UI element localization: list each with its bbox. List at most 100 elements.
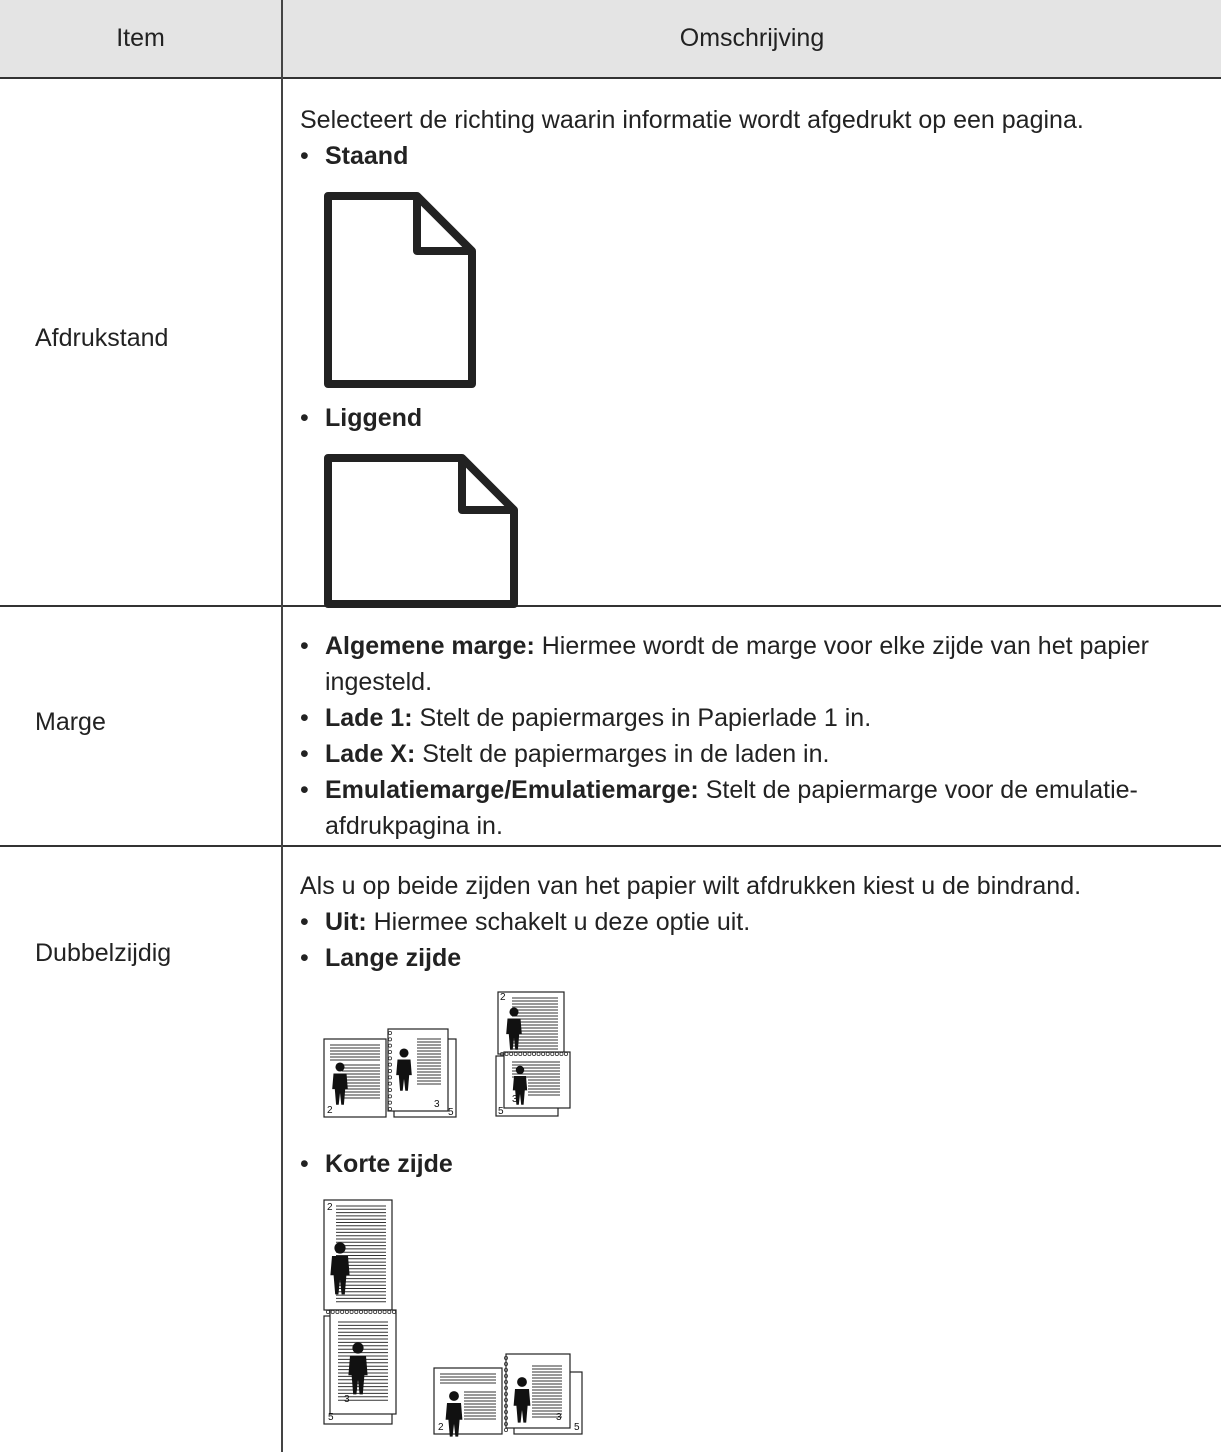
spiral [388,1069,393,1074]
page-number: 5 [574,1422,580,1433]
page-number: 3 [434,1099,440,1110]
spiral [550,1052,555,1057]
spiral [354,1310,359,1315]
bullet-label: Emulatiemarge/Emulatiemarge: [325,776,699,804]
figure-head [352,1342,364,1354]
row-border [0,845,1221,847]
page-number: 2 [438,1422,444,1433]
landscape-icon [324,454,518,608]
spiral [388,1031,393,1036]
spiral [564,1052,569,1057]
spiral [504,1367,509,1372]
bullet-text: Stelt de papiermarge voor de emulatie-af… [325,776,1138,840]
figure-head [399,1048,409,1058]
spiral [522,1052,527,1057]
spiral [504,1398,509,1403]
header-cell: Omschrijving [283,0,1221,77]
row-border [0,77,1221,79]
page-number: 3 [512,1094,518,1105]
figure-body [513,1389,531,1423]
spiral [388,1081,393,1086]
row-border [0,605,1221,607]
spiral [509,1052,514,1057]
item-cell: Marge [35,708,106,736]
figure-head [515,1065,525,1075]
duplex-figure: 2 35 [323,1199,397,1425]
page-number: 2 [500,992,506,1003]
figure-head [335,1062,345,1072]
description-cell: Als u op beide zijden van het papier wil… [300,868,1215,1438]
page-outline [324,192,476,388]
spiral [388,1062,393,1067]
spiral [504,1380,509,1385]
intro-text: Selecteert de richting waarin informatie… [300,106,1084,134]
spiral [368,1310,373,1315]
spiral [392,1310,397,1315]
spiral [344,1310,349,1315]
spiral [504,1410,509,1415]
bullet-text: Stelt de papiermarges in de laden in. [422,740,830,768]
spiral [340,1310,345,1315]
spiral [363,1310,368,1315]
spiral [359,1310,364,1315]
spiral [388,1056,393,1061]
page-number: 3 [556,1412,562,1423]
figure-body [396,1059,412,1091]
spiral [377,1310,382,1315]
page-number: 5 [448,1107,454,1118]
bullet-item: Lange zijde [300,940,1215,976]
bullet-item: Liggend [300,400,1215,436]
spiral [388,1088,393,1093]
page-number: 5 [328,1412,334,1423]
spiral [513,1052,518,1057]
figure-body [445,1403,463,1437]
page-outline [324,454,518,608]
spiral [527,1052,532,1057]
bullet-label: Liggend [325,404,423,432]
figure-head [449,1391,459,1401]
bullet-text: Hiermee schakelt u deze optie uit. [373,908,751,936]
spiral [326,1310,331,1315]
header-cell: Item [0,0,281,77]
spiral [518,1052,523,1057]
spiral [536,1052,541,1057]
bullet-item: Algemene marge: Hiermee wordt de marge v… [300,628,1215,700]
spiral [504,1404,509,1409]
page-number: 2 [327,1202,333,1213]
spiral [388,1075,393,1080]
spiral [388,1043,393,1048]
bullet-label: Lade 1: [325,704,413,732]
spiral [387,1310,392,1315]
bullet-item: Lade 1: Stelt de papiermarges in Papierl… [300,700,1215,736]
page-fold [458,458,514,514]
bullet-item: Uit: Hiermee schakelt u deze optie uit. [300,904,1215,940]
spiral [388,1094,393,1099]
spiral [388,1107,393,1112]
page-number: 3 [344,1394,350,1405]
spiral [504,1416,509,1421]
intro-text: Als u op beide zijden van het papier wil… [300,872,1082,900]
figure-body [330,1256,350,1295]
portrait-icon [324,192,476,388]
spiral [504,1355,509,1360]
item-cell: Dubbelzijdig [35,939,172,967]
spiral [504,1422,509,1427]
figure-body [512,1076,528,1105]
figure-body [332,1073,348,1105]
bullet-label: Algemene marge: [325,632,535,660]
spiral [504,1386,509,1391]
bullet-label: Staand [325,142,409,170]
spiral [532,1052,537,1057]
bullet-label: Uit: [325,908,367,936]
spiral [545,1052,550,1057]
spiral [541,1052,546,1057]
spiral [388,1100,393,1105]
bullet-item: Emulatiemarge/Emulatiemarge: Stelt de pa… [300,772,1215,844]
spiral [504,1373,509,1378]
spiral [504,1052,509,1057]
page-number: 5 [498,1106,504,1117]
bullet-label: Lade X: [325,740,416,768]
description-cell: Selecteert de richting waarin informatie… [300,102,1215,612]
